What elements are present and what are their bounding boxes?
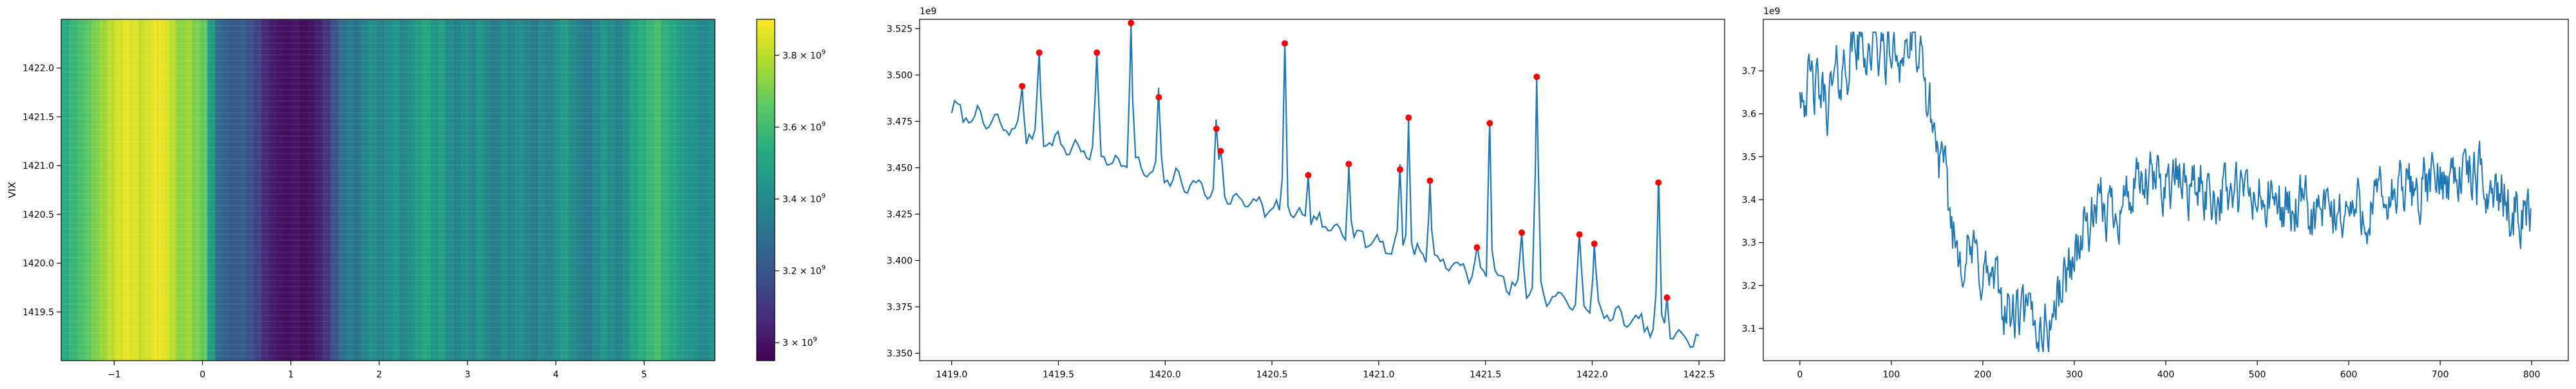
peaks-y-tick-label: 3.525 bbox=[887, 24, 913, 34]
peak-marker bbox=[1426, 177, 1434, 184]
series-y-tick-label: 3.2 bbox=[1742, 281, 1756, 291]
series-x-tick-label: 800 bbox=[2523, 370, 2541, 380]
peaks-y-tick-label: 3.500 bbox=[887, 70, 913, 81]
heatmap-x-ticks: −1 0 1 2 3 4 5 bbox=[108, 361, 647, 380]
series-x-ticks: 0 100 200 300 400 500 600 700 800 bbox=[1797, 361, 2541, 380]
heatmap-y-tick-label: 1422.0 bbox=[23, 64, 54, 74]
peaks-y-tick-label: 3.450 bbox=[887, 163, 913, 173]
peaks-y-tick-label: 3.475 bbox=[887, 117, 913, 127]
peak-marker bbox=[1019, 82, 1026, 90]
peaks-frame bbox=[919, 19, 1725, 361]
peak-marker bbox=[1655, 179, 1662, 186]
colorbar-tick-label: 3.6 × 109 bbox=[782, 120, 826, 133]
peaks-x-tick-label: 1420.0 bbox=[1150, 370, 1181, 380]
series-y-tick-label: 3.6 bbox=[1742, 109, 1756, 120]
series-offset-text: 1e9 bbox=[1763, 6, 1780, 17]
heatmap-x-tick-label: 5 bbox=[641, 370, 647, 380]
peaks-x-tick-label: 1421.0 bbox=[1363, 370, 1394, 380]
colorbar-ticks: 3 × 109 3.2 × 109 3.4 × 109 3.6 × 109 3.8 × … bbox=[775, 49, 826, 348]
peaks-x-tick-label: 1422.5 bbox=[1683, 370, 1715, 380]
colorbar-tick-label: 3.4 × 109 bbox=[782, 193, 826, 205]
series-x-tick-label: 200 bbox=[1975, 370, 1992, 380]
peaks-y-tick-label: 3.400 bbox=[887, 256, 913, 266]
series-x-tick-label: 700 bbox=[2432, 370, 2449, 380]
colorbar: 3 × 109 3.2 × 109 3.4 × 109 3.6 × 109 3.8 × … bbox=[756, 19, 826, 361]
peaks-x-tick-label: 1421.5 bbox=[1470, 370, 1501, 380]
colorbar-tick-label: 3 × 109 bbox=[782, 336, 817, 348]
heatmap-frame bbox=[61, 19, 715, 361]
series-y-tick-label: 3.1 bbox=[1742, 324, 1756, 334]
heatmap-x-tick-label: 3 bbox=[464, 370, 470, 380]
series-line bbox=[1799, 31, 2532, 352]
peaks-x-tick-label: 1422.0 bbox=[1577, 370, 1608, 380]
series-y-tick-label: 3.5 bbox=[1742, 152, 1756, 162]
heatmap-y-ticks: 1419.5 1420.0 1420.5 1421.0 1421.5 1422.0 bbox=[23, 64, 61, 318]
colorbar-frame bbox=[756, 19, 775, 361]
series-panel: 1e9 0 100 200 300 400 500 600 700 800 3.13.23.33… bbox=[1742, 6, 2569, 380]
peak-marker bbox=[1128, 19, 1135, 26]
peaks-y-tick-label: 3.350 bbox=[887, 348, 913, 359]
heatmap-x-tick-label: 4 bbox=[553, 370, 559, 380]
heatmap-x-tick-label: 0 bbox=[200, 370, 205, 380]
peak-marker bbox=[1282, 40, 1288, 47]
series-x-tick-label: 400 bbox=[2157, 370, 2175, 380]
series-x-tick-label: 500 bbox=[2249, 370, 2266, 380]
peak-marker bbox=[1217, 147, 1224, 155]
peak-marker bbox=[1036, 49, 1043, 56]
heatmap-y-tick-label: 1419.5 bbox=[23, 307, 54, 318]
heatmap-y-tick-label: 1420.0 bbox=[23, 259, 54, 269]
series-y-tick-label: 3.4 bbox=[1742, 195, 1756, 205]
colorbar-tick-label: 3.8 × 109 bbox=[782, 49, 826, 61]
peak-marker bbox=[1576, 231, 1583, 238]
peaks-series-line bbox=[951, 23, 1700, 348]
peak-marker bbox=[1213, 125, 1220, 132]
peaks-x-ticks: 1419.0 1419.5 1420.0 1420.5 1421.0 1421.5 1422… bbox=[936, 361, 1715, 380]
series-x-tick-label: 100 bbox=[1882, 370, 1900, 380]
heatmap-texture bbox=[61, 19, 715, 361]
series-x-tick-label: 300 bbox=[2066, 370, 2083, 380]
colorbar-gradient bbox=[757, 19, 775, 361]
peaks-offset-text: 1e9 bbox=[920, 6, 936, 17]
peak-marker bbox=[1305, 172, 1312, 178]
peak-marker bbox=[1533, 73, 1540, 81]
heatmap-y-tick-label: 1421.5 bbox=[23, 112, 54, 122]
peak-marker bbox=[1397, 166, 1403, 173]
peaks-x-tick-label: 1419.5 bbox=[1043, 370, 1074, 380]
peak-marker bbox=[1094, 49, 1101, 56]
peak-marker bbox=[1405, 114, 1412, 121]
series-x-tick-label: 600 bbox=[2340, 370, 2358, 380]
peaks-panel: 1e9 1419.0 1419.5 1420.0 1420.5 1421.0 1421.5… bbox=[887, 6, 1725, 380]
series-y-tick-label: 3.3 bbox=[1742, 238, 1756, 249]
peaks-x-tick-label: 1419.0 bbox=[936, 370, 967, 380]
heatmap-y-axis-label: VIX bbox=[6, 182, 18, 198]
heatmap-x-tick-label: 1 bbox=[288, 370, 294, 380]
colorbar-tick-label: 3.2 × 109 bbox=[782, 265, 826, 277]
heatmap-x-tick-label: 2 bbox=[376, 370, 382, 380]
heatmap-panel: −1 0 1 2 3 4 5 1419.51420.01420.51421.01421.51… bbox=[6, 19, 715, 380]
peak-marker bbox=[1155, 94, 1162, 100]
peak-marker bbox=[1473, 244, 1481, 251]
series-y-tick-label: 3.7 bbox=[1742, 66, 1756, 77]
heatmap-y-tick-label: 1421.0 bbox=[23, 161, 54, 171]
peaks-x-tick-label: 1420.5 bbox=[1256, 370, 1288, 380]
series-x-tick-label: 0 bbox=[1797, 370, 1803, 380]
peak-marker bbox=[1345, 160, 1352, 167]
peaks-y-tick-label: 3.375 bbox=[887, 302, 913, 312]
peak-marker bbox=[1519, 229, 1525, 236]
peak-marker bbox=[1663, 294, 1671, 301]
peaks-y-ticks: 3.350 3.375 3.400 3.425 3.450 3.475 3.500 3.525 bbox=[887, 24, 920, 359]
peak-markers bbox=[1019, 19, 1671, 301]
series-y-ticks: 3.1 3.2 3.3 3.4 3.5 3.6 3.7 bbox=[1742, 66, 1763, 334]
peak-marker bbox=[1591, 240, 1598, 247]
peak-marker bbox=[1486, 120, 1493, 127]
heatmap-y-tick-label: 1420.5 bbox=[23, 210, 54, 220]
heatmap-x-tick-label: −1 bbox=[108, 370, 121, 380]
peaks-y-tick-label: 3.425 bbox=[887, 209, 913, 220]
